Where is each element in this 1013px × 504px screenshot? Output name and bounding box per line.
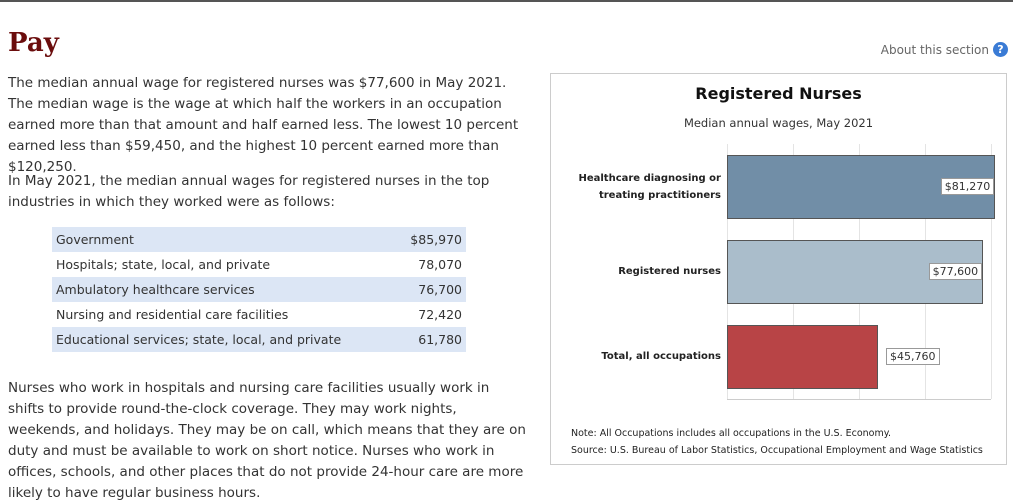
wage: 61,780 — [418, 332, 462, 347]
help-icon[interactable]: ? — [993, 42, 1008, 57]
value-label: $81,270 — [940, 177, 995, 195]
wage: 78,070 — [418, 257, 462, 272]
table-row: Hospitals; state, local, and private 78,0… — [52, 252, 466, 277]
table-row: Nursing and residential care facilities 7… — [52, 302, 466, 327]
chart-note: Note: All Occupations includes all occup… — [571, 428, 892, 439]
grid-line — [991, 144, 992, 399]
about-link[interactable]: About this section — [880, 43, 989, 57]
industry: Educational services; state, local, and … — [56, 332, 342, 347]
table-row: Educational services; state, local, and … — [52, 327, 466, 352]
category-label: Registered nurses — [618, 266, 721, 277]
paragraph: In May 2021, the median annual wages for… — [8, 173, 490, 210]
category-label: Healthcare diagnosing or treating practi… — [578, 172, 721, 201]
industry: Hospitals; state, local, and private — [56, 257, 271, 272]
wage: 72,420 — [418, 307, 462, 322]
section-title: Pay — [8, 28, 59, 58]
bar — [727, 324, 878, 389]
industry: Ambulatory healthcare services — [56, 282, 255, 297]
wage: 76,700 — [418, 282, 462, 297]
chart: Registered Nurses Median annual wages, M… — [550, 73, 1007, 465]
paragraph: Nurses who work in hospitals and nursing… — [8, 380, 526, 501]
value-label: $77,600 — [928, 262, 983, 280]
table-row: Ambulatory healthcare services 76,700 — [52, 277, 466, 302]
category-label: Total, all occupations — [601, 351, 721, 362]
wage: $85,970 — [410, 232, 462, 247]
axis-line — [727, 399, 991, 400]
chart-subtitle: Median annual wages, May 2021 — [683, 116, 874, 130]
paragraph: The median annual wage for registered nu… — [8, 75, 519, 175]
chart-title: Registered Nurses — [695, 84, 862, 103]
industry: Nursing and residential care facilities — [56, 307, 289, 322]
value-label: $45,760 — [886, 347, 940, 365]
chart-source: Source: U.S. Bureau of Labor Statistics,… — [571, 445, 983, 456]
industry: Government — [56, 232, 134, 247]
table-row: Government $85,970 — [52, 227, 466, 252]
